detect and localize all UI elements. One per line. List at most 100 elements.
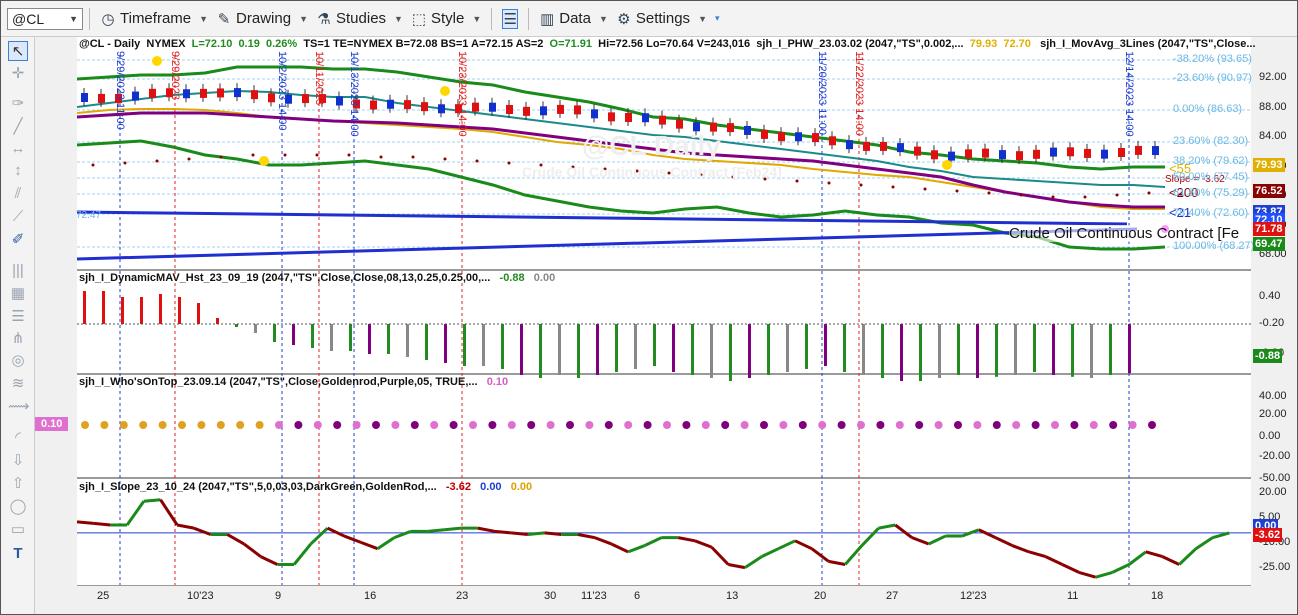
whos-on-top-dot: [488, 421, 497, 429]
panel4-value1: -3.62: [445, 481, 471, 493]
candle-body: [319, 94, 326, 104]
speed-lines-icon[interactable]: ⟿: [8, 398, 30, 415]
panel3-legend-text: sjh_I_Who'sOnTop_23.09.14 (2047,"TS",Clo…: [79, 376, 478, 388]
bars-icon[interactable]: |||: [12, 262, 24, 279]
list-icon[interactable]: ☰: [11, 308, 25, 325]
histogram-bar: [501, 324, 504, 369]
wrench-icon[interactable]: ✑: [11, 95, 25, 112]
candle-body: [1101, 149, 1108, 159]
candle-body: [149, 88, 156, 98]
panel4-legend: sjh_I_Slope_23_10_24 (2047,"TS",5,0,03,0…: [79, 481, 532, 493]
slope-segment: [577, 533, 595, 540]
toolbar-divider: [528, 7, 530, 30]
histogram-bar: [425, 324, 428, 360]
legend-last: L=72.10: [191, 38, 233, 50]
candle-body: [914, 146, 921, 156]
channel-icon[interactable]: ⫽: [14, 185, 22, 202]
pointer-icon[interactable]: ↖: [8, 41, 28, 61]
histogram-bar: [121, 297, 124, 324]
histogram-bar: [482, 324, 485, 366]
text-tool-icon[interactable]: T: [13, 545, 23, 562]
price-legend: @CL - Daily NYMEX L=72.10 0.19 0.26% TS=…: [79, 38, 1256, 50]
candle-body: [336, 96, 343, 106]
histogram-bar: [843, 324, 846, 372]
slope-segment: [1061, 563, 1080, 574]
legend-exchange: NYMEX: [146, 38, 186, 50]
price-axis[interactable]: 92.0088.0084.0080.0076.0072.0068.000.40-…: [1251, 37, 1297, 585]
candle-body: [795, 132, 802, 142]
brush-icon[interactable]: ✐: [11, 231, 25, 248]
arrow-up-icon[interactable]: ⇧: [11, 475, 25, 492]
fibonacci-icon[interactable]: ≋: [11, 375, 25, 392]
candle-body: [710, 122, 717, 132]
clock-icon: ◷: [101, 10, 115, 28]
chart-canvas[interactable]: [76, 37, 1251, 585]
histogram-bar: [216, 318, 219, 324]
ellipse-icon[interactable]: ◯: [9, 498, 27, 515]
studies-menu[interactable]: ⚗ Studies ▼: [312, 10, 407, 28]
layout-button[interactable]: ☰: [498, 8, 522, 29]
time-tick-label: 23: [456, 590, 469, 602]
candle-body: [472, 102, 479, 112]
candle-body: [829, 136, 836, 146]
settings-menu[interactable]: ⚙ Settings ▼: [612, 10, 711, 28]
ma200-dot: [699, 173, 703, 177]
data-menu[interactable]: ▥ Data ▼: [535, 10, 612, 28]
drawing-menu[interactable]: ✎ Drawing ▼: [212, 10, 312, 28]
crosshair-icon[interactable]: ✛: [11, 65, 25, 82]
slope-segment: [1028, 550, 1047, 559]
arrow-down-icon[interactable]: ⇩: [11, 452, 25, 469]
spiral-icon[interactable]: ◎: [11, 352, 25, 369]
time-axis[interactable]: 25 10'23 9 16 23 30 11'23 6 13 20 27 12'23 11 18: [77, 585, 1251, 613]
whos-on-top-dot: [1089, 421, 1098, 429]
symbol-input[interactable]: @CL ▼: [7, 7, 83, 30]
histogram-bar: [140, 297, 143, 324]
candle-body: [1152, 146, 1159, 156]
flask-icon: ⚗: [317, 10, 331, 28]
grid-icon[interactable]: ▦: [10, 285, 26, 302]
histogram-bar: [1128, 324, 1131, 374]
ma200-dot: [219, 155, 223, 159]
panel3-legend: sjh_I_Who'sOnTop_23.09.14 (2047,"TS",Clo…: [79, 376, 508, 388]
overflow-button[interactable]: ▾: [711, 13, 724, 24]
arc-icon[interactable]: ◜: [15, 429, 21, 446]
vertical-line-icon[interactable]: ↕: [14, 162, 22, 179]
trend-channel-icon[interactable]: ⟋: [12, 208, 24, 225]
histogram-bar: [577, 324, 580, 378]
whos-on-top-dot: [410, 421, 419, 429]
panel3-value1: 0.10: [486, 376, 509, 388]
time-tick-label: 13: [726, 590, 739, 602]
histogram-bar: [406, 324, 409, 357]
fib-level-label: -38.20% (93.65): [1173, 53, 1252, 65]
histogram-bar: [900, 324, 903, 381]
candle-body: [387, 99, 394, 109]
candle-body: [81, 93, 88, 102]
style-menu[interactable]: ⬚ Style ▼: [407, 10, 485, 28]
timeframe-menu[interactable]: ◷ Timeframe ▼: [96, 10, 212, 28]
price-tag: 76.52: [1253, 184, 1285, 198]
whos-on-top-dot: [818, 421, 827, 429]
slope-segment: [1195, 536, 1214, 550]
histogram-bar: [368, 324, 371, 354]
slope-segment: [226, 533, 245, 546]
line-tool-icon[interactable]: ╱: [13, 118, 23, 135]
chart-area[interactable]: @CL - Daily NYMEX L=72.10 0.19 0.26% TS=…: [76, 37, 1256, 585]
slope-segment: [594, 536, 612, 546]
candle-body: [812, 133, 819, 143]
ma200-dot: [443, 157, 447, 161]
horizontal-line-icon[interactable]: ↔: [10, 140, 26, 157]
fan-icon[interactable]: ⋔: [11, 330, 25, 347]
highlight-dot: [942, 160, 952, 170]
whos-on-top-dot: [1109, 421, 1118, 429]
whos-on-top-dot: [1148, 421, 1156, 429]
rectangle-icon[interactable]: ▭: [10, 521, 26, 538]
ma200-dot: [187, 157, 191, 161]
slope-segment: [694, 539, 713, 549]
candle-body: [574, 105, 581, 115]
whos-on-top-dot: [197, 421, 206, 429]
panel4-legend-text: sjh_I_Slope_23_10_24 (2047,"TS",5,0,03,0…: [79, 481, 437, 493]
whos-on-top-dot: [837, 421, 846, 429]
time-tick-label: 12'23: [960, 590, 987, 602]
candle-body: [370, 100, 377, 110]
ma200-dot: [731, 175, 735, 179]
